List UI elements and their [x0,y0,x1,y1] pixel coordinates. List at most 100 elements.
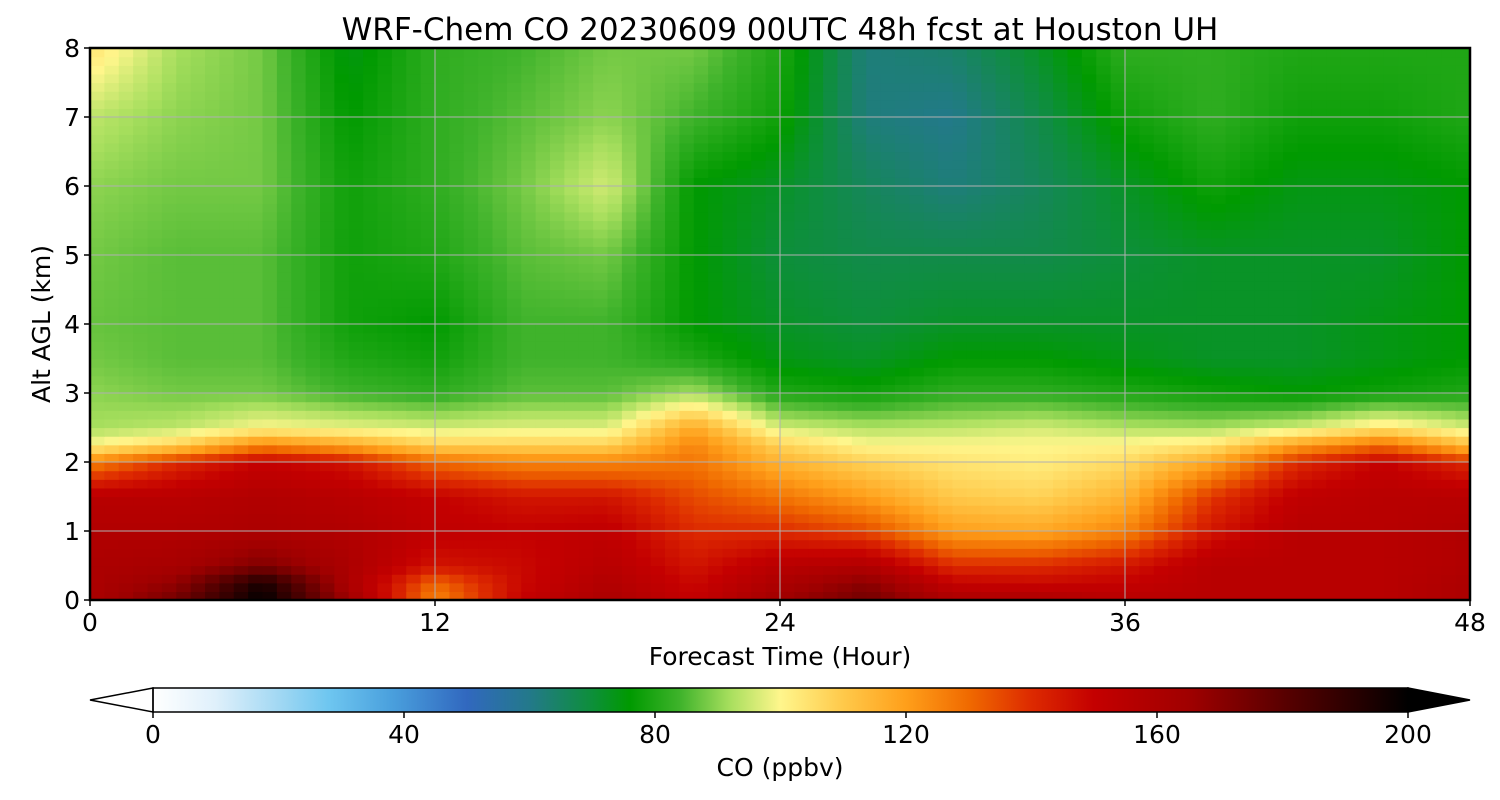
co-field-cell [736,186,752,196]
co-field-cell [895,574,910,584]
co-field-cell [276,401,292,411]
co-field-cell [449,574,465,584]
co-field-cell [90,401,105,411]
co-field-cell [794,479,810,489]
co-field-cell [708,574,724,584]
co-field-cell [1240,418,1255,429]
co-field-cell [1326,315,1342,325]
co-field-cell [981,160,997,170]
co-field-cell [176,263,192,273]
co-field-cell [219,410,235,420]
co-field-cell [1412,177,1428,187]
co-field-cell [305,401,321,411]
co-field-cell [780,496,795,506]
co-field-cell [118,539,134,549]
co-field-cell [966,246,982,256]
co-field-cell [578,565,594,575]
co-field-cell [1455,427,1471,437]
co-field-cell [305,324,321,334]
co-field-cell [1139,229,1155,239]
co-field-cell [506,168,522,178]
co-field-cell [1168,539,1184,549]
co-field-cell [1412,246,1428,256]
co-field-cell [1398,341,1414,351]
co-field-cell [780,306,795,316]
co-field-cell [837,582,853,592]
co-field-cell [1010,358,1025,368]
co-field-cell [1125,151,1140,161]
co-field-cell [435,505,450,515]
co-field-cell [607,444,623,454]
co-field-cell [1441,220,1457,230]
co-field-cell [1311,556,1327,567]
co-field-cell [1182,324,1198,334]
co-field-cell [1211,298,1227,308]
co-field-cell [262,418,278,429]
co-field-cell [1168,332,1184,342]
co-field-cell [765,505,781,515]
co-field-cell [1096,324,1112,334]
co-field-cell [607,168,623,178]
co-field-cell [147,280,163,291]
co-field-cell [1211,194,1227,204]
co-field-cell [1139,487,1155,498]
co-field-cell [1196,272,1212,282]
co-field-cell [909,565,925,575]
co-field-cell [248,315,264,325]
co-field-cell [851,229,867,239]
co-field-cell [1398,531,1414,541]
co-field-cell [1326,229,1342,239]
co-field-cell [621,401,637,411]
co-field-cell [1369,289,1385,299]
co-field-cell [1081,237,1097,247]
co-field-cell [593,332,609,342]
co-field-cell [1153,324,1169,334]
co-field-cell [808,539,824,549]
co-field-cell [837,444,853,454]
co-field-cell [1067,168,1083,178]
co-field-cell [995,358,1011,368]
co-field-cell [751,393,767,403]
co-field-cell [1168,289,1184,299]
co-field-cell [1426,496,1442,506]
co-field-cell [305,505,321,515]
co-field-cell [420,186,436,196]
co-field-cell [636,160,652,170]
co-field-cell [1254,272,1270,282]
co-field-cell [1010,194,1025,204]
co-field-cell [593,298,609,308]
co-field-cell [492,401,508,411]
co-field-cell [1283,444,1299,454]
co-field-cell [1268,306,1284,316]
co-field-cell [1081,177,1097,187]
co-field-cell [650,246,666,256]
co-field-cell [90,410,105,420]
co-field-cell [1240,487,1255,498]
co-field-cell [1024,263,1040,273]
co-field-cell [909,384,925,394]
co-field-cell [248,522,264,532]
co-field-cell [118,531,134,541]
co-field-cell [1426,341,1442,351]
co-field-cell [679,453,695,463]
co-field-cell [895,177,910,187]
co-field-cell [621,487,637,498]
co-field-cell [1110,255,1126,265]
co-field-cell [320,211,335,222]
co-field-cell [1153,375,1169,385]
co-field-cell [1225,315,1241,325]
co-field-cell [808,211,824,222]
co-field-cell [133,255,149,265]
co-field-cell [363,229,379,239]
co-field-cell [1441,375,1457,385]
co-field-cell [1340,315,1356,325]
co-field-cell [535,272,551,282]
co-field-cell [291,237,307,247]
co-field-cell [176,574,192,584]
co-field-cell [363,436,379,446]
co-field-cell [952,151,968,161]
co-field-cell [1153,418,1169,429]
co-field-cell [104,418,120,429]
co-field-cell [1110,280,1126,291]
co-field-cell [90,194,105,204]
